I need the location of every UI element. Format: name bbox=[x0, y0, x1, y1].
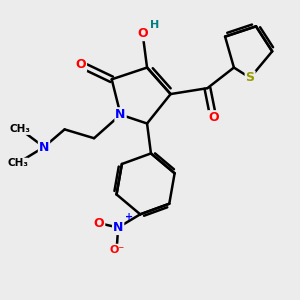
Text: O: O bbox=[76, 58, 86, 71]
Text: O: O bbox=[94, 217, 104, 230]
Text: CH₃: CH₃ bbox=[7, 158, 28, 168]
Text: O⁻: O⁻ bbox=[109, 244, 124, 255]
Text: N: N bbox=[39, 141, 49, 154]
Text: O: O bbox=[208, 111, 219, 124]
Text: S: S bbox=[246, 71, 255, 84]
Text: O: O bbox=[137, 27, 148, 40]
Text: H: H bbox=[150, 20, 160, 30]
Text: N: N bbox=[116, 108, 126, 121]
Text: N: N bbox=[113, 221, 123, 234]
Text: CH₃: CH₃ bbox=[10, 124, 31, 134]
Text: +: + bbox=[124, 212, 133, 222]
